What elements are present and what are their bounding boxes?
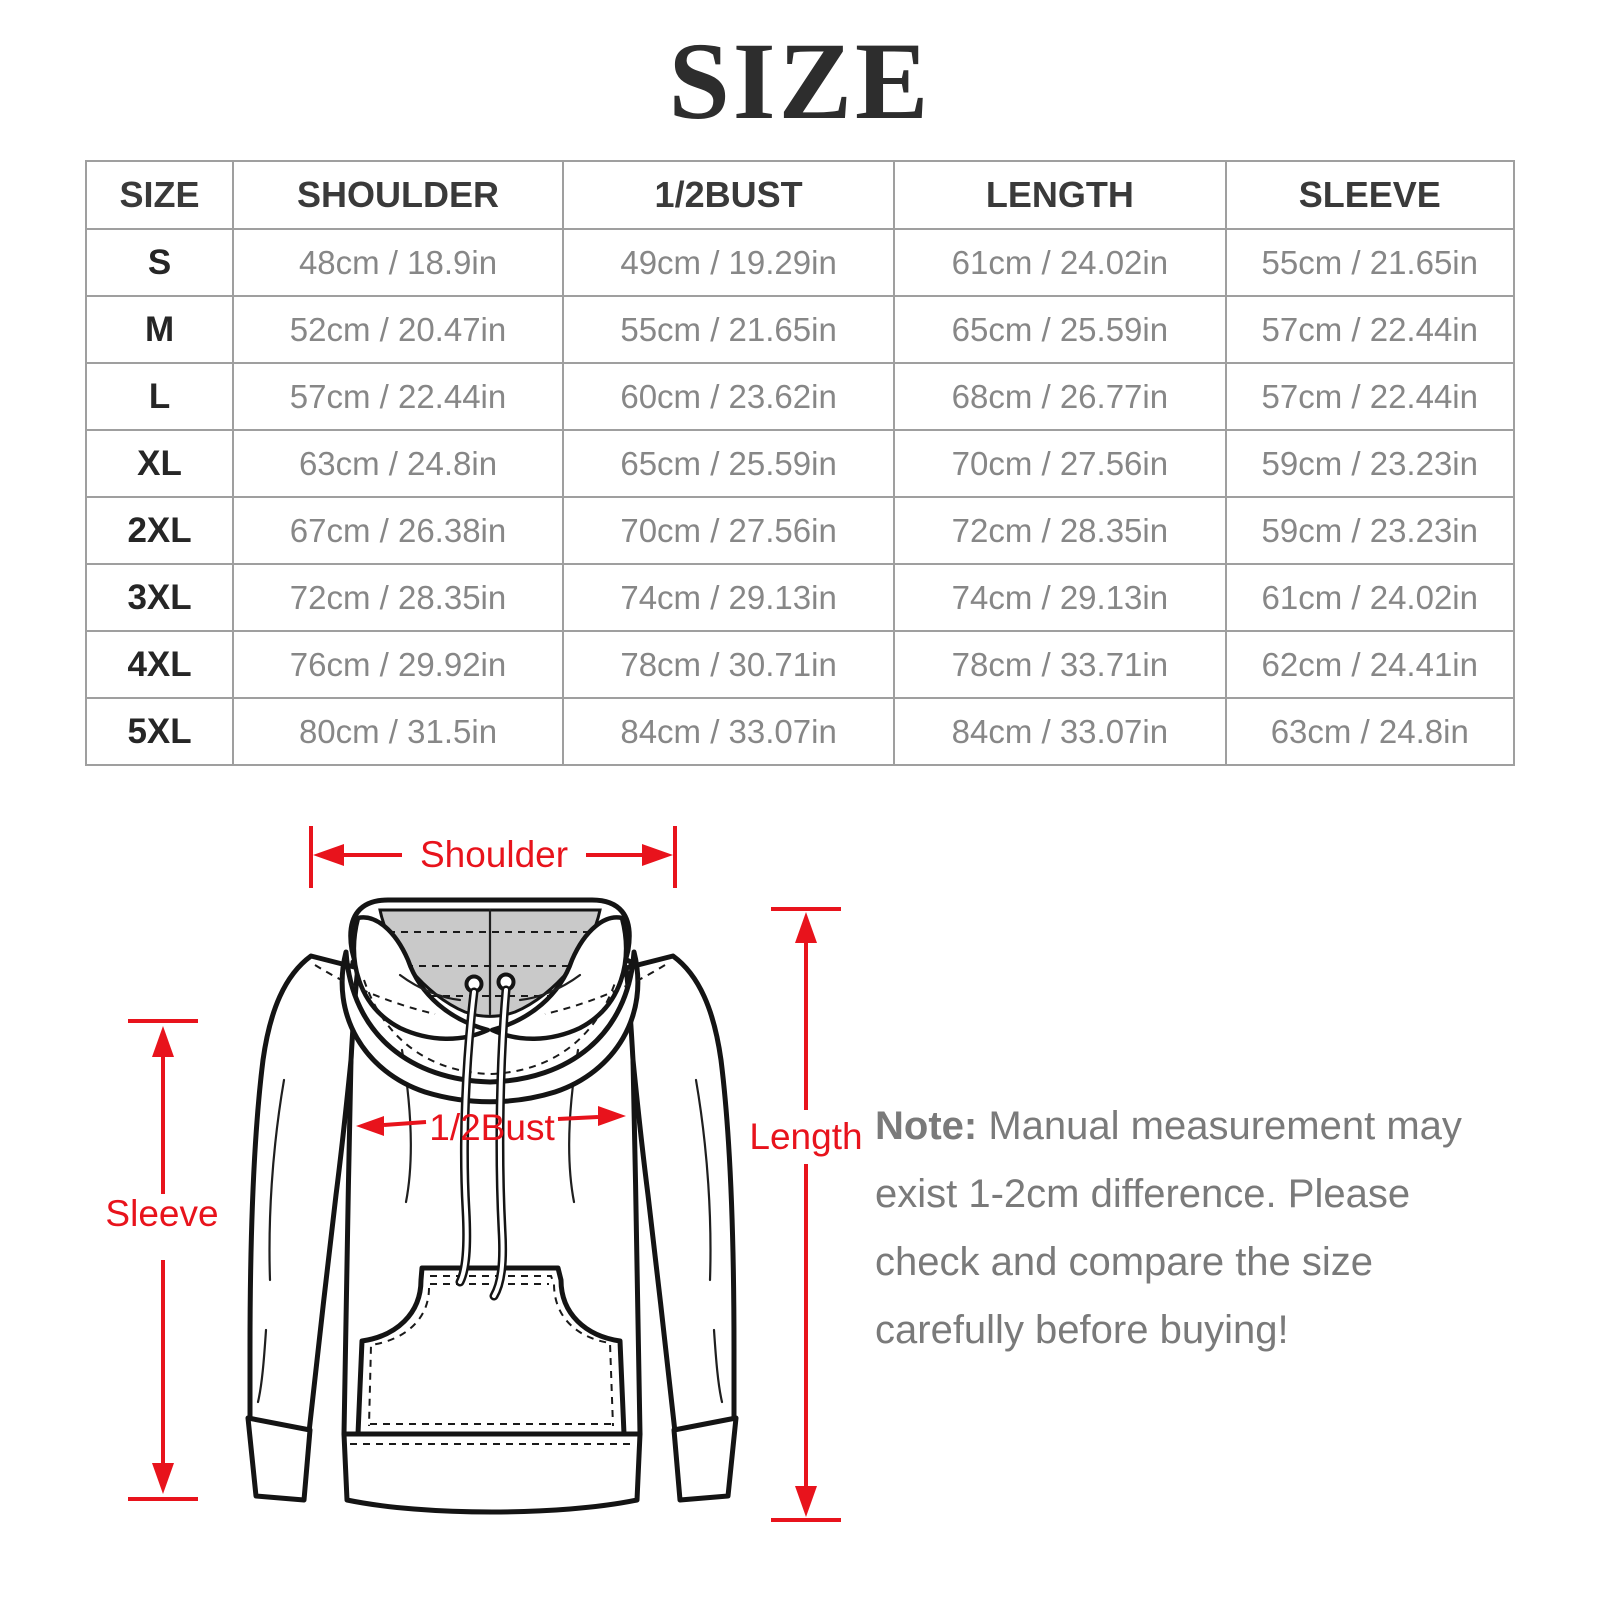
- page-title: SIZE: [668, 20, 932, 142]
- hoodie-pocket: [355, 1265, 627, 1437]
- hoodie-drawing: [245, 897, 739, 1515]
- size-label: XL: [84, 429, 235, 498]
- hoodie-left-cuff: [245, 1415, 313, 1503]
- note-text: Manual measurement may exist 1-2cm diffe…: [875, 1104, 1462, 1352]
- size-label: 2XL: [84, 496, 235, 565]
- shoulder-value: 63cm / 24.8in: [232, 429, 564, 498]
- hood-left-flap: [351, 915, 491, 1041]
- sleeve-value: 59cm / 23.23in: [1224, 429, 1515, 498]
- table-header-row: SIZE SHOULDER 1/2BUST LENGTH SLEEVE: [84, 160, 1515, 230]
- sleeve-value: 63cm / 24.8in: [1224, 697, 1515, 766]
- table-row: 3XL 72cm / 28.35in 74cm / 29.13in 74cm /…: [84, 563, 1515, 632]
- shoulder-value: 76cm / 29.92in: [232, 630, 564, 699]
- shoulder-value: 72cm / 28.35in: [232, 563, 564, 632]
- bust-value: 70cm / 27.56in: [561, 496, 896, 565]
- length-value: 70cm / 27.56in: [893, 429, 1227, 498]
- sleeve-arrow: Sleeve: [105, 1019, 219, 1501]
- hoodie-hem-band: [341, 1431, 643, 1515]
- hoodie-left-sleeve: [247, 953, 361, 1435]
- bust-value: 84cm / 33.07in: [561, 697, 896, 766]
- length-value: 78cm / 33.71in: [893, 630, 1227, 699]
- table-row: 5XL 80cm / 31.5in 84cm / 33.07in 84cm / …: [84, 697, 1515, 766]
- shoulder-value: 52cm / 20.47in: [232, 295, 564, 364]
- length-value: 84cm / 33.07in: [893, 697, 1227, 766]
- hoodie-measurement-diagram: Shoulder Sleeve Length 1/2Bust: [105, 826, 863, 1522]
- half-bust-arrow: 1/2Bust: [356, 1106, 626, 1148]
- bust-value: 55cm / 21.65in: [561, 295, 896, 364]
- table-row: 4XL 76cm / 29.92in 78cm / 30.71in 78cm /…: [84, 630, 1515, 699]
- hoodie-right-sleeve: [623, 953, 737, 1435]
- length-value: 74cm / 29.13in: [893, 563, 1227, 632]
- sleeve-arrow-label: Sleeve: [105, 1193, 218, 1234]
- bust-value: 74cm / 29.13in: [561, 563, 896, 632]
- size-label: L: [84, 362, 235, 431]
- length-arrow-label: Length: [749, 1116, 862, 1157]
- header-bust: 1/2BUST: [561, 160, 896, 230]
- bust-value: 60cm / 23.62in: [561, 362, 896, 431]
- cowl-collar: [339, 949, 641, 1105]
- length-value: 68cm / 26.77in: [893, 362, 1227, 431]
- shoulder-value: 67cm / 26.38in: [232, 496, 564, 565]
- size-label: 3XL: [84, 563, 235, 632]
- sleeve-value: 61cm / 24.02in: [1224, 563, 1515, 632]
- bust-value: 78cm / 30.71in: [561, 630, 896, 699]
- size-label: 4XL: [84, 630, 235, 699]
- table-row: S 48cm / 18.9in 49cm / 19.29in 61cm / 24…: [84, 228, 1515, 297]
- bust-value: 65cm / 25.59in: [561, 429, 896, 498]
- length-arrow: Length: [749, 907, 863, 1522]
- header-length: LENGTH: [893, 160, 1227, 230]
- hood-right-flap: [489, 915, 629, 1041]
- shoulder-value: 48cm / 18.9in: [232, 228, 564, 297]
- header-sleeve: SLEEVE: [1224, 160, 1515, 230]
- length-value: 61cm / 24.02in: [893, 228, 1227, 297]
- shoulder-arrow: Shoulder: [309, 826, 677, 888]
- header-size: SIZE: [84, 160, 235, 230]
- size-label: S: [84, 228, 235, 297]
- size-label: M: [84, 295, 235, 364]
- size-table: SIZE SHOULDER 1/2BUST LENGTH SLEEVE S 48…: [84, 160, 1515, 766]
- table-row: M 52cm / 20.47in 55cm / 21.65in 65cm / 2…: [84, 295, 1515, 364]
- hoodie-right-cuff: [671, 1415, 739, 1503]
- length-value: 72cm / 28.35in: [893, 496, 1227, 565]
- length-value: 65cm / 25.59in: [893, 295, 1227, 364]
- shoulder-arrow-label: Shoulder: [420, 834, 568, 875]
- table-row: L 57cm / 22.44in 60cm / 23.62in 68cm / 2…: [84, 362, 1515, 431]
- sleeve-value: 57cm / 22.44in: [1224, 362, 1515, 431]
- table-row: 2XL 67cm / 26.38in 70cm / 27.56in 72cm /…: [84, 496, 1515, 565]
- shoulder-value: 80cm / 31.5in: [232, 697, 564, 766]
- sleeve-value: 59cm / 23.23in: [1224, 496, 1515, 565]
- sleeve-value: 57cm / 22.44in: [1224, 295, 1515, 364]
- note-label: Note:: [875, 1104, 978, 1148]
- table-row: XL 63cm / 24.8in 65cm / 25.59in 70cm / 2…: [84, 429, 1515, 498]
- header-shoulder: SHOULDER: [232, 160, 564, 230]
- bust-value: 49cm / 19.29in: [561, 228, 896, 297]
- sleeve-value: 62cm / 24.41in: [1224, 630, 1515, 699]
- shoulder-value: 57cm / 22.44in: [232, 362, 564, 431]
- size-label: 5XL: [84, 697, 235, 766]
- half-bust-arrow-label: 1/2Bust: [429, 1107, 555, 1148]
- measurement-note: Note: Manual measurement may exist 1-2cm…: [875, 1092, 1480, 1364]
- sleeve-value: 55cm / 21.65in: [1224, 228, 1515, 297]
